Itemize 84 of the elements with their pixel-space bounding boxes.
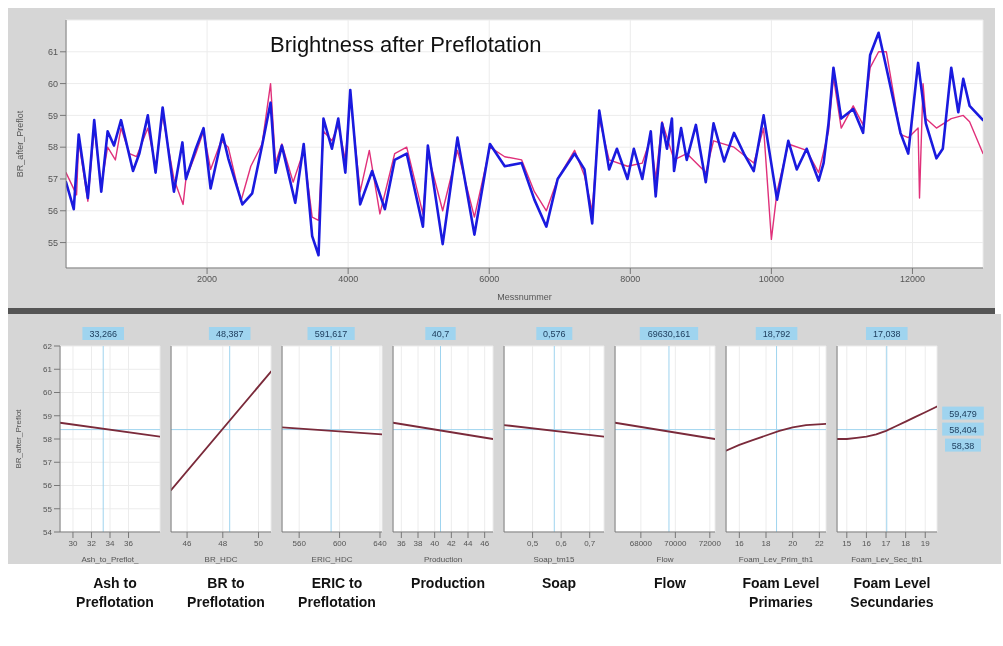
y-tick-label: 61 [47, 46, 58, 57]
x-axis-title: Flow [656, 555, 674, 564]
x-tick-label: 6000 [479, 274, 500, 285]
y-tick-label: 58 [43, 434, 53, 444]
x-axis-title: Production [423, 555, 463, 564]
y-tick-label: 59 [43, 411, 53, 421]
y-tick-label: 62 [43, 341, 53, 351]
y-tick-label: 61 [43, 365, 53, 375]
x-tick-label: 560 [292, 538, 307, 548]
y-tick-label: 55 [43, 504, 53, 514]
ref-line-label: 18,792 [762, 329, 791, 339]
text: Production [410, 574, 486, 593]
x-tick-label: 640 [373, 538, 388, 548]
y-tick-label: 59 [47, 110, 58, 121]
x-tick-label: 46 [182, 538, 193, 548]
x-tick-label: 16 [861, 538, 872, 548]
ref-line-label: 58,404 [949, 424, 977, 435]
text: ERIC to Preflotation [297, 574, 377, 612]
ref-line-label: 17,038 [873, 329, 901, 339]
y-tick-label: 60 [43, 388, 53, 398]
y-tick-label: 55 [47, 237, 58, 248]
y-axis-title: BR_after_Preflot [13, 408, 23, 469]
x-tick-label: 70000 [664, 538, 688, 548]
x-tick-label: 18 [901, 538, 911, 548]
x-tick-label: 46 [480, 538, 490, 548]
x-axis-title: Soap_tm15 [533, 555, 576, 564]
x-tick-label: 48 [218, 538, 228, 548]
x-tick-label: 34 [105, 538, 115, 548]
y-tick-label: 60 [47, 78, 58, 89]
x-tick-label: 20 [788, 538, 798, 548]
ref-line-label: 48,387 [215, 329, 244, 339]
x-tick-label: 16 [734, 538, 745, 548]
y-axis-title: BR_after_Preflot [15, 110, 26, 178]
x-tick-label: 0,7 [584, 538, 596, 548]
text: Foam Level Primaries [741, 574, 821, 612]
ref-line-label: 0,576 [543, 329, 566, 339]
ref-line-label: 40,7 [431, 329, 450, 339]
x-axis-title: Foam_Lev_Prim_th1 [738, 555, 814, 564]
x-tick-label: 72000 [698, 538, 722, 548]
x-tick-label: 36 [396, 538, 407, 548]
text: Ash to Preflotation [75, 574, 155, 612]
y-tick-label: 57 [43, 458, 53, 468]
x-tick-label: 19 [920, 538, 931, 548]
x-tick-label: 36 [124, 538, 134, 548]
y-tick-label: 54 [43, 527, 53, 537]
x-tick-label: 600 [332, 538, 347, 548]
x-tick-label: 68000 [629, 538, 653, 548]
x-tick-label: 44 [463, 538, 473, 548]
x-tick-label: 10000 [758, 274, 784, 285]
y-tick-label: 56 [47, 205, 58, 216]
x-tick-label: 0,5 [527, 538, 539, 548]
x-axis-title: Messnummer [497, 292, 552, 302]
x-tick-label: 18 [761, 538, 771, 548]
text: Brightness after Preflotation [270, 32, 542, 58]
x-tick-label: 4000 [338, 274, 359, 285]
x-tick-label: 22 [814, 538, 825, 548]
x-tick-label: 42 [446, 538, 457, 548]
text: 58,38 [951, 440, 975, 451]
x-tick-label: 12000 [899, 274, 925, 285]
x-tick-label: 15 [842, 538, 852, 548]
x-tick-label: 32 [87, 538, 97, 548]
y-tick-label: 58 [47, 142, 58, 153]
x-tick-label: 40 [430, 538, 440, 548]
x-axis-title: BR_HDC [204, 555, 238, 564]
x-axis-title: Foam_Lev_Sec_th1 [851, 555, 924, 564]
x-tick-label: 38 [413, 538, 423, 548]
x-tick-label: 8000 [620, 274, 641, 285]
text: Foam Level Secundaries [849, 574, 935, 612]
x-tick-label: 50 [254, 538, 264, 548]
y-tick-label: 57 [47, 174, 58, 185]
ref-line-label: 69630,161 [647, 329, 691, 339]
text: BR to Preflotation [186, 574, 266, 612]
text: Soap [540, 574, 578, 593]
x-tick-label: 2000 [197, 274, 218, 285]
x-axis-title: ERIC_HDC [311, 555, 353, 564]
text: Flow [653, 574, 687, 593]
y-tick-label: 56 [43, 481, 53, 491]
x-tick-label: 30 [68, 538, 78, 548]
x-tick-label: 17 [881, 538, 892, 548]
x-tick-label: 0,6 [555, 538, 568, 548]
ref-line-label: 591,617 [314, 329, 348, 339]
x-axis-title: Ash_to_Preflot_ [81, 555, 140, 564]
ref-line-label: 33,266 [89, 329, 117, 339]
text: 59,479 [949, 408, 977, 419]
